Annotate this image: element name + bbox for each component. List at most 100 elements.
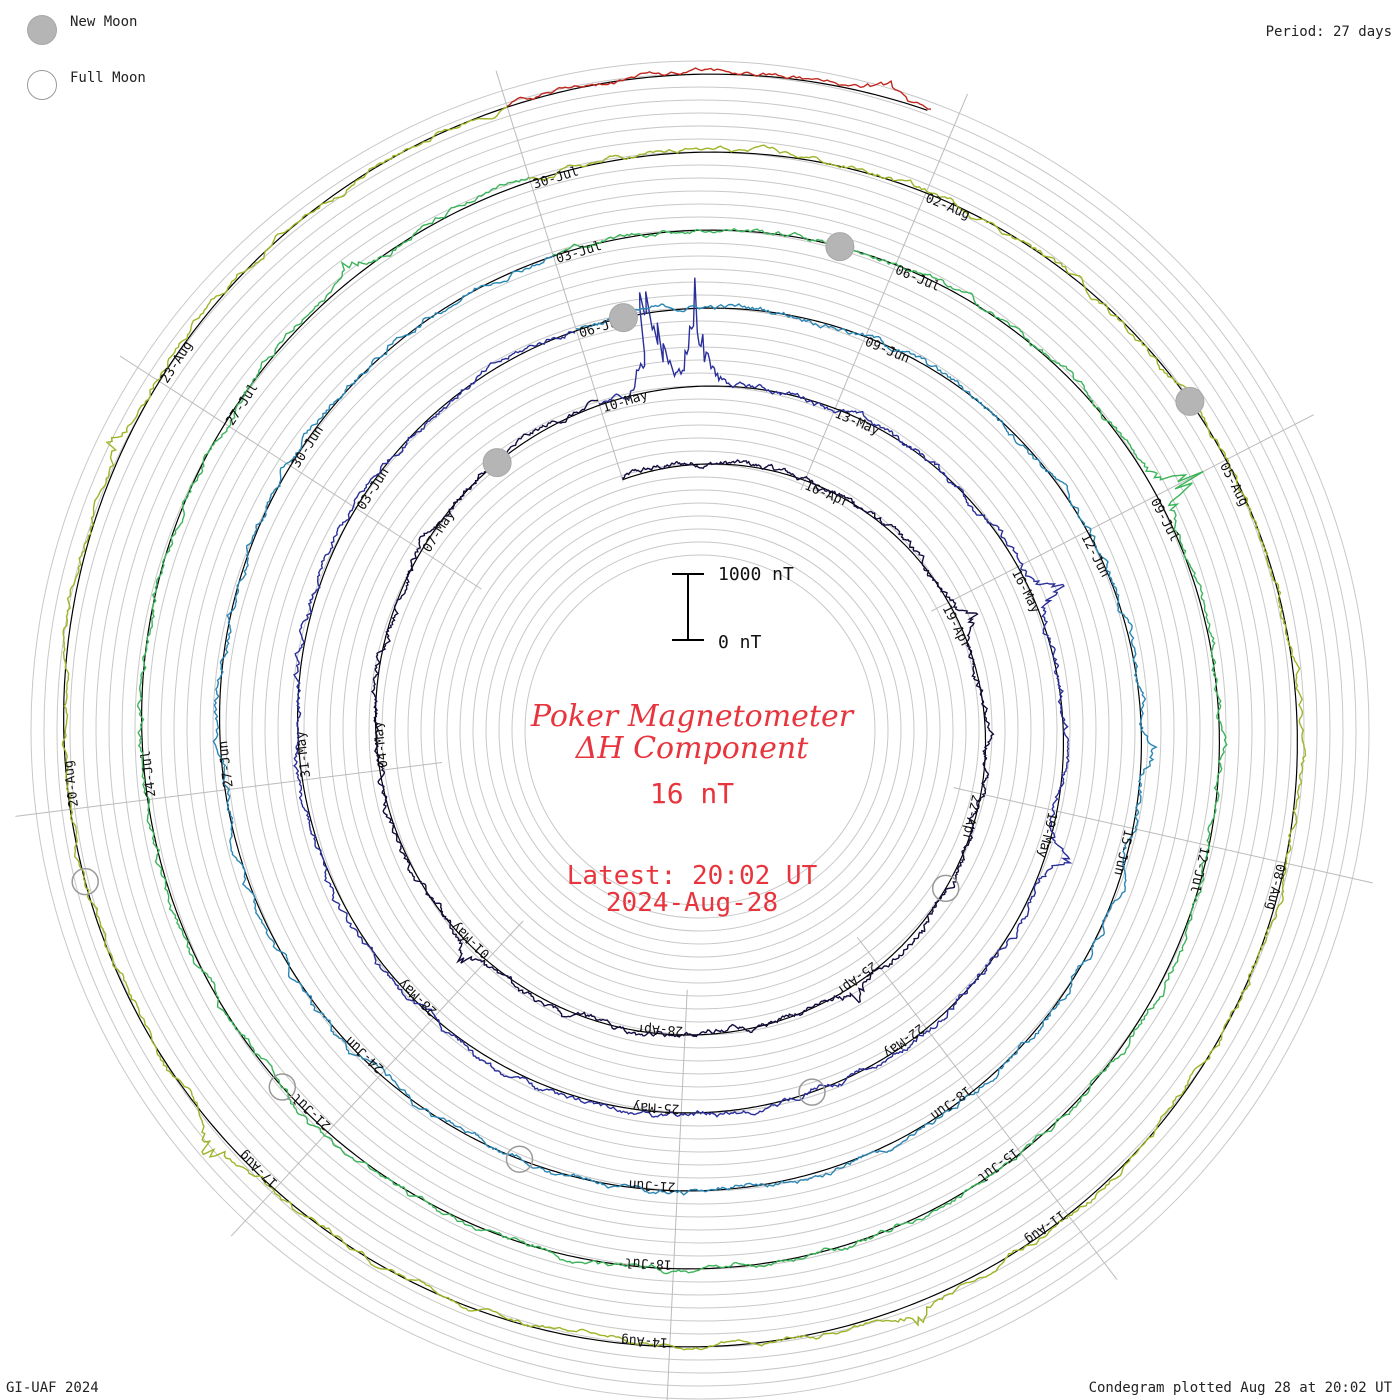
moon-markers [71,232,1205,1173]
credit-label: GI-UAF 2024 [6,1380,99,1396]
full-moon-marker [71,867,99,896]
grid-ring [264,294,1136,1166]
date-label: 25-May [632,1099,680,1116]
date-label: 09-Jul [1147,496,1182,545]
grid-ring [485,515,915,945]
full-moon-icon [27,70,57,100]
date-label: 13-May [832,407,881,439]
date-label: 08-Aug [1262,862,1287,911]
series-line-3 [212,254,1158,1196]
date-label: 19-May [1034,810,1059,859]
series-line-4 [136,176,1228,1275]
grid-ring [134,164,1266,1296]
new-moon-marker [825,232,855,262]
date-label: 15-Jun [1110,828,1135,877]
grid-ring [186,216,1214,1244]
grid-ring [173,203,1227,1257]
day-spoke [931,414,1314,612]
date-label: 28-May [395,975,440,1018]
date-label: 27-Jun [216,740,237,788]
plotted-timestamp: Condegram plotted Aug 28 at 20:02 UT [1088,1380,1392,1396]
period-label: Period: 27 days [1265,24,1392,40]
date-label: 06-Jul [893,263,942,295]
day-spokes [15,70,1373,1400]
date-label: 11-Aug [1022,1207,1068,1247]
full-moon-marker [505,1145,534,1173]
new-moon-marker [1175,386,1205,416]
series-line-5 [61,106,1307,1351]
chart-subtitle: ΔH Component [575,731,809,766]
date-label: 30-Jul [531,164,580,192]
date-label: 20-Aug [61,759,82,807]
day-spoke [856,936,1118,1280]
date-label: 12-Jul [1186,845,1211,894]
legend-full-moon-label: Full Moon [70,70,146,86]
date-label: 17-Aug [237,1147,282,1190]
grid-ring [407,437,993,1023]
scale-bottom-label: 0 nT [718,632,762,653]
date-label: 16-May [1008,567,1043,616]
day-spoke [666,989,688,1400]
grid-ring [446,476,954,984]
grid-ring [30,60,1370,1400]
date-label: 16-Apr [802,479,851,511]
latest-date: 2024-Aug-28 [606,888,778,918]
grid-ring [381,411,1019,1049]
date-label: 19-Apr [939,603,974,652]
new-moon-icon [27,15,57,45]
grid-ring [511,541,889,919]
date-label: 09-Jun [863,335,912,367]
grid-ring [420,450,980,1010]
full-moon-marker [798,1078,826,1106]
series-line-6 [506,67,932,110]
center-title: Poker Magnetometer ΔH Component 16 nT La… [530,699,855,918]
grid-ring [108,138,1292,1322]
day-spoke [800,93,968,491]
date-label: 31-May [293,730,314,779]
grid-ring [225,255,1175,1205]
grid-ring [69,99,1331,1361]
legend-new-moon-label: New Moon [70,14,138,30]
new-moon-marker [608,303,638,333]
date-label: 14-Aug [621,1332,669,1349]
day-spoke [953,787,1373,884]
date-label: 28-Apr [636,1021,684,1038]
grid-ring [342,372,1058,1088]
data-series [61,67,1307,1351]
grid-ring [56,86,1344,1374]
current-value: 16 nT [650,777,734,810]
day-spoke [495,70,624,482]
grid-ring [212,242,1188,1218]
grid-ring [95,125,1305,1335]
grid-ring [472,502,928,958]
chart-title: Poker Magnetometer [530,699,855,734]
grid-ring [524,554,876,906]
grid-ring [459,489,941,971]
grid-ring [303,333,1097,1127]
grid-rings [30,60,1370,1400]
full-moon-marker [931,874,960,903]
series-line-1 [370,399,995,1038]
scale-top-label: 1000 nT [718,564,794,585]
date-label: 05-Aug [1216,460,1251,509]
grid-ring [329,359,1071,1101]
scale-bar: 1000 nT 0 nT [672,564,794,653]
date-label: 12-Jun [1078,531,1113,580]
date-label: 04-May [371,720,392,769]
date-label: 02-Aug [923,191,972,223]
full-moon-marker [268,1073,297,1101]
latest-time: Latest: 20:02 UT [567,861,818,891]
grid-ring [251,281,1149,1179]
grid-ring [290,320,1110,1140]
grid-ring [147,177,1253,1283]
day-spoke [230,920,524,1237]
date-label: 22-Apr [958,793,983,842]
date-label: 01-May [448,918,493,961]
date-label: 18-Jul [625,1254,673,1271]
grid-ring [498,528,902,932]
date-label: 03-Jul [554,239,603,267]
date-label: 24-Jul [139,750,160,798]
series-line-2 [293,277,1073,1118]
grid-ring [368,398,1032,1062]
